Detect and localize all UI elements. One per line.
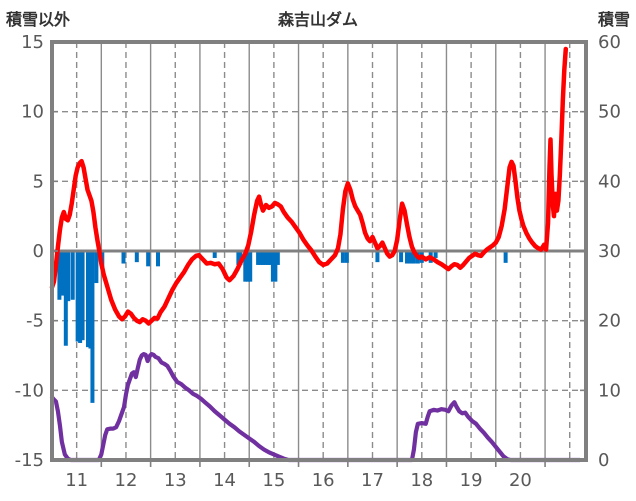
precipitation-bar [75, 251, 80, 342]
y-right-tick-label: 20 [598, 311, 621, 332]
precipitation-bar [399, 251, 404, 263]
precipitation-bar [245, 251, 250, 282]
chart-header: 積雪以外 森吉山ダム 積雪 [0, 6, 636, 30]
precipitation-bar [85, 251, 90, 348]
precipitation-bar [261, 251, 266, 265]
precipitation-bar [94, 251, 99, 284]
precipitation-bar [433, 251, 438, 258]
x-tick-label: 17 [361, 470, 384, 491]
precipitation-bar [268, 251, 273, 265]
x-tick-label: 19 [460, 470, 483, 491]
x-tick-label: 11 [65, 470, 88, 491]
snow-depth-line [49, 352, 582, 463]
precipitation-bar [212, 251, 217, 258]
y-right-tick-label: 40 [598, 171, 621, 192]
precipitation-bar [270, 251, 275, 282]
precipitation-bar [121, 251, 126, 264]
precipitation-bar [66, 251, 71, 302]
precipitation-bar [275, 251, 280, 265]
x-tick-label: 12 [115, 470, 138, 491]
x-tick-label: 18 [410, 470, 433, 491]
y-left-tick-label: 10 [21, 102, 44, 123]
precipitation-bar [273, 251, 278, 282]
right-axis-title: 積雪 [597, 10, 630, 29]
y-right-tick-label: 30 [598, 241, 621, 262]
precipitation-bar [405, 251, 410, 264]
precipitation-bar [78, 251, 83, 343]
precipitation-bar [90, 251, 95, 403]
precipitation-bar [57, 251, 62, 300]
y-right-tick-label: 0 [598, 450, 609, 471]
precipitation-bar [146, 251, 151, 267]
precipitation-bar [375, 251, 380, 263]
precipitation-bar [156, 251, 161, 267]
y-left-tick-label: -10 [15, 380, 44, 401]
precipitation-bar [263, 251, 268, 265]
y-right-tick-label: 60 [598, 32, 621, 53]
precipitation-bar [408, 251, 413, 264]
precipitation-bar [503, 251, 508, 263]
precipitation-bar [256, 251, 261, 265]
y-right-tick-label: 10 [598, 380, 621, 401]
precipitation-bar [340, 251, 345, 263]
y-left-tick-label: 5 [33, 171, 44, 192]
x-tick-label: 14 [213, 470, 236, 491]
red-value-line [49, 46, 569, 326]
chart-title: 森吉山ダム [277, 10, 358, 29]
precipitation-bar [344, 251, 349, 263]
y-left-tick-label: 15 [21, 32, 44, 53]
precipitation-bar [134, 251, 139, 263]
precipitation-bar [243, 251, 248, 282]
precipitation-bar [258, 251, 263, 265]
y-left-tick-label: 0 [33, 241, 44, 262]
left-axis-title: 積雪以外 [6, 10, 71, 29]
precipitation-bar [411, 251, 416, 264]
precipitation-bar [248, 251, 253, 282]
precipitation-bar [80, 251, 85, 341]
precipitation-bar [63, 251, 68, 346]
precipitation-bar [70, 251, 75, 300]
x-tick-label: 13 [164, 470, 187, 491]
x-tick-label: 15 [262, 470, 285, 491]
y-left-tick-label: -15 [15, 450, 44, 471]
precipitation-bar [60, 251, 65, 296]
precipitation-bar [265, 251, 270, 265]
y-right-tick-label: 50 [598, 102, 621, 123]
x-tick-label: 16 [312, 470, 335, 491]
y-left-tick-label: -5 [26, 311, 44, 332]
x-tick-label: 20 [509, 470, 532, 491]
